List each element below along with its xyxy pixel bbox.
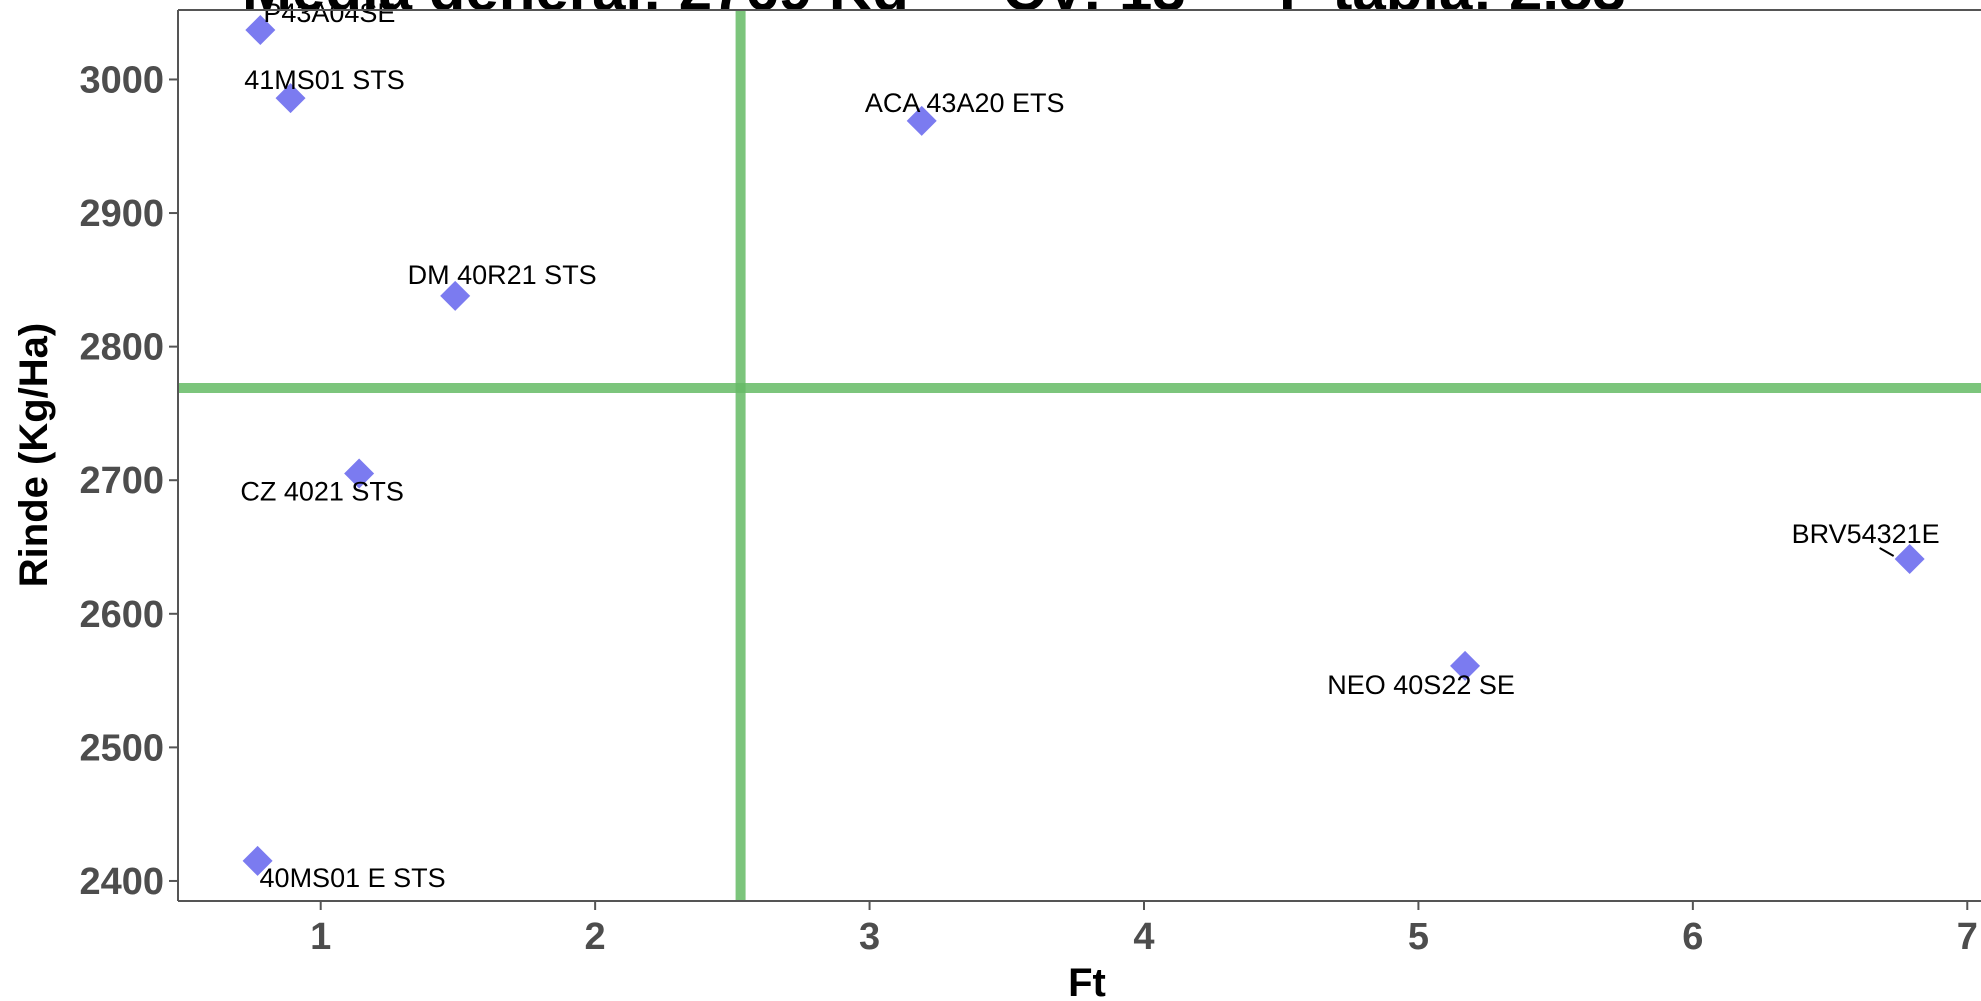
label-leader-line: [1879, 547, 1895, 557]
x-tick-label: 7: [1957, 916, 1978, 958]
data-point: [344, 458, 375, 489]
data-point-label: BRV54321E: [1792, 519, 1940, 549]
x-tick-label: 5: [1408, 916, 1429, 958]
data-point-label: DM 40R21 STS: [408, 260, 597, 290]
x-tick-label: 3: [859, 916, 880, 958]
data-points: [242, 15, 1925, 876]
point-labels: P43A04SE 41MS01 STS ACA 43A20 ETS DM 40R21 …: [240, 0, 1939, 893]
data-point: [1894, 544, 1925, 575]
y-axis-title: Rinde (Kg/Ha): [12, 323, 56, 587]
plot-panel: [178, 10, 1981, 901]
data-point-label: P43A04SE: [263, 0, 395, 28]
y-tick-label: 2800: [79, 327, 164, 369]
x-axis-ticks: 1 2 3 4 5 6 7: [310, 901, 1978, 958]
data-point-label: 40MS01 E STS: [260, 863, 446, 893]
x-tick-label: 2: [585, 916, 606, 958]
y-tick-label: 3000: [79, 59, 164, 101]
data-point: [275, 83, 306, 114]
data-point-label: 41MS01 STS: [244, 65, 405, 95]
y-tick-label: 2400: [79, 861, 164, 903]
x-tick-label: 4: [1133, 916, 1154, 958]
y-tick-label: 2900: [79, 193, 164, 235]
data-point: [906, 105, 937, 136]
x-tick-label: 1: [310, 916, 331, 958]
data-point-label: NEO 40S22 SE: [1327, 670, 1515, 700]
data-point: [440, 280, 471, 311]
y-axis-ticks: 2400 2500 2600 2700 2800 2900 3000: [79, 59, 178, 903]
y-tick-label: 2700: [79, 460, 164, 502]
y-tick-label: 2500: [79, 727, 164, 769]
data-point: [1450, 650, 1481, 681]
x-axis-title: Ft: [1068, 961, 1106, 1001]
data-point-label: ACA 43A20 ETS: [865, 88, 1065, 118]
data-point-label: CZ 4021 STS: [240, 477, 404, 507]
data-point: [242, 845, 273, 876]
x-tick-label: 6: [1682, 916, 1703, 958]
data-point: [245, 15, 276, 46]
reference-lines: [178, 10, 1981, 901]
y-tick-label: 2600: [79, 594, 164, 636]
